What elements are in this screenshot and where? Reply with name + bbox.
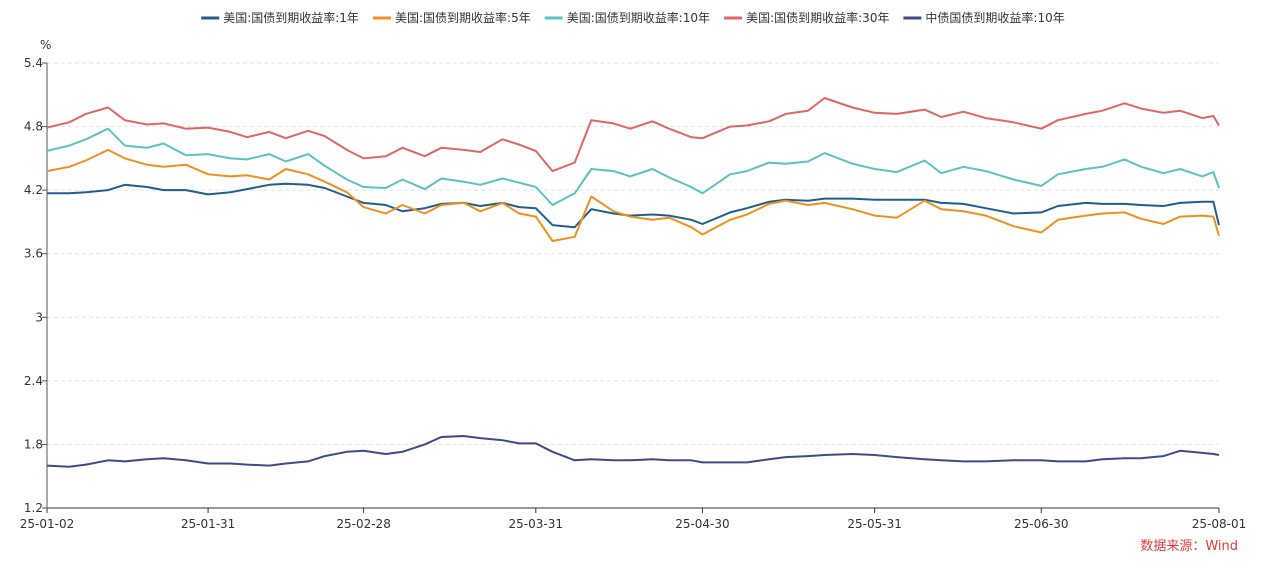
series-line-3 <box>46 97 1220 173</box>
x-tick-label: 25-05-31 <box>847 517 901 531</box>
y-axis-unit: % <box>40 38 51 52</box>
chart-legend: 美国:国债到期收益率:1年 美国:国债到期收益率:5年 美国:国债到期收益率:10年… <box>201 10 1065 25</box>
x-tick-label: 25-02-28 <box>336 517 390 531</box>
x-tick-label: 25-03-31 <box>509 517 563 531</box>
y-tick-label: 1.8 <box>24 437 43 451</box>
legend-item[interactable]: 美国:国债到期收益率:5年 <box>373 10 531 25</box>
y-tick-label: 4.8 <box>24 120 43 134</box>
x-tick-label: 25-01-31 <box>181 517 235 531</box>
legend-label: 美国:国债到期收益率:1年 <box>223 10 359 25</box>
legend-label: 美国:国债到期收益率:30年 <box>746 10 889 25</box>
legend-label: 美国:国债到期收益率:5年 <box>395 10 531 25</box>
y-tick-label: 2.4 <box>24 374 43 388</box>
series-line-2 <box>46 127 1220 206</box>
y-tick-label: 5.4 <box>24 56 43 70</box>
series-line-4 <box>46 435 1220 468</box>
legend-item[interactable]: 美国:国债到期收益率:1年 <box>201 10 359 25</box>
legend-item[interactable]: 美国:国债到期收益率:30年 <box>724 10 889 25</box>
legend-item[interactable]: 中债国债到期收益率:10年 <box>903 10 1065 25</box>
x-tick-label: 25-06-30 <box>1014 517 1068 531</box>
x-tick-label: 25-04-30 <box>675 517 729 531</box>
legend-label: 美国:国债到期收益率:10年 <box>567 10 710 25</box>
y-tick-label: 3.6 <box>24 247 43 261</box>
y-tick-label: 1.2 <box>24 501 43 515</box>
y-axis-ticks: 1.2 1.8 2.4 3 3.6 4.2 4.8 5.4 <box>24 56 48 515</box>
series-line-1 <box>46 148 1220 242</box>
legend-item[interactable]: 美国:国债到期收益率:10年 <box>544 10 710 25</box>
y-tick-label: 3 <box>35 310 43 324</box>
series-lines <box>46 97 1220 468</box>
x-tick-label: 25-01-02 <box>20 517 74 531</box>
y-tick-label: 4.2 <box>24 183 43 197</box>
x-tick-label: 25-08-01 <box>1192 517 1246 531</box>
data-source-note: 数据来源：Wind <box>1140 539 1238 554</box>
grid-lines <box>47 62 1219 445</box>
x-axis: 25-01-02 25-01-31 25-02-28 25-03-31 25-04-30… <box>20 507 1246 531</box>
legend-label: 中债国债到期收益率:10年 <box>925 10 1064 25</box>
